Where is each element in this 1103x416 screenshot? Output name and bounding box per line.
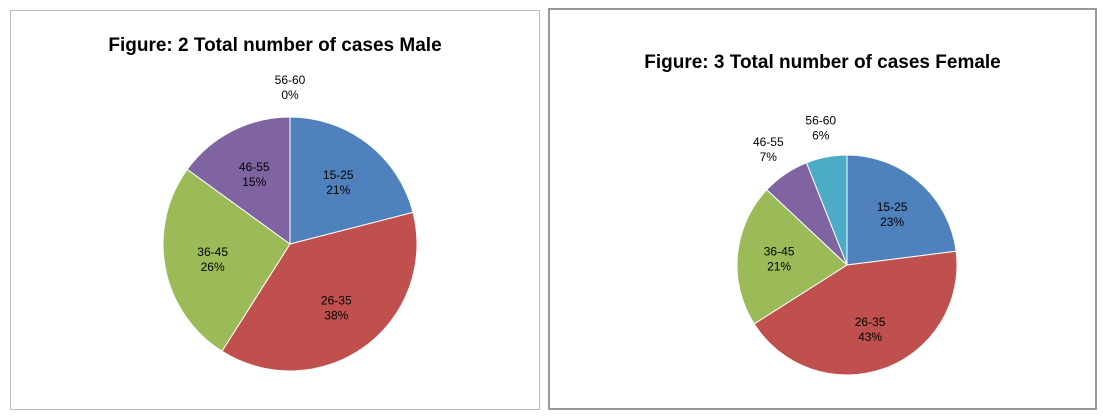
- pie-slice: [846, 154, 957, 266]
- slice-value: 21%: [326, 183, 350, 197]
- slice-label: 26-35 43%: [855, 315, 886, 344]
- slice-category: 15-25: [323, 168, 354, 182]
- pie-slice: [186, 116, 291, 245]
- slice-value: 0%: [281, 88, 299, 102]
- slice-label: 36-45 26%: [197, 245, 228, 274]
- pie-slice: [753, 250, 958, 376]
- chart-panel: Figure: 3 Total number of cases Female 1…: [548, 8, 1097, 410]
- slice-value: 23%: [880, 215, 904, 229]
- pie-chart: 15-25 21% 26-35 38% 36-45 26% 46-55 15% 56-60 0%: [162, 73, 418, 372]
- pie-chart: 15-25 23% 26-35 43% 36-45 21% 46-55 7% 56-60 6%: [736, 113, 958, 376]
- pie-slice: [289, 116, 414, 245]
- pie-slice: [736, 188, 848, 325]
- slice-category: 26-35: [321, 294, 352, 308]
- chart-panel: Figure: 2 Total number of cases Male 15-…: [10, 10, 540, 410]
- pie-slice: [805, 154, 848, 266]
- slice-value: 38%: [324, 309, 348, 323]
- slice-label: 46-55 7%: [753, 135, 784, 164]
- chart-title: Figure: 2 Total number of cases Male: [108, 35, 442, 56]
- slice-category: 15-25: [877, 200, 908, 214]
- pie-slice: [221, 211, 418, 372]
- slice-category: 46-55: [753, 135, 784, 149]
- slice-label: 56-60 0%: [275, 73, 306, 102]
- slice-category: 36-45: [197, 245, 228, 259]
- slice-category: 56-60: [805, 113, 836, 127]
- slice-value: 7%: [760, 150, 778, 164]
- slice-category: 46-55: [239, 160, 270, 174]
- pie-slice: [162, 168, 291, 352]
- slice-label: 56-60 6%: [805, 113, 836, 142]
- slice-label: 36-45 21%: [764, 245, 795, 274]
- slice-label: 15-25 23%: [877, 200, 908, 229]
- slice-label: 15-25 21%: [323, 168, 354, 197]
- slice-value: 15%: [242, 175, 266, 189]
- slice-category: 26-35: [855, 315, 886, 329]
- slice-label: 46-55 15%: [239, 160, 270, 189]
- slice-label: 26-35 38%: [321, 294, 352, 323]
- chart-title: Figure: 3 Total number of cases Female: [644, 52, 1001, 73]
- slice-value: 21%: [767, 260, 791, 274]
- slice-category: 56-60: [275, 73, 306, 87]
- slice-category: 36-45: [764, 245, 795, 259]
- slice-value: 26%: [201, 260, 225, 274]
- slice-value: 43%: [858, 330, 882, 344]
- slice-value: 6%: [812, 128, 830, 142]
